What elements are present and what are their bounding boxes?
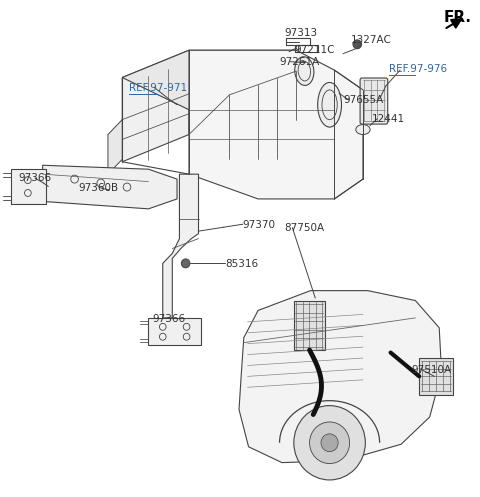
- FancyBboxPatch shape: [360, 78, 388, 124]
- Circle shape: [159, 333, 166, 340]
- Circle shape: [183, 324, 190, 331]
- Circle shape: [181, 259, 190, 268]
- Text: 97360B: 97360B: [78, 183, 118, 193]
- Text: REF.97-976: REF.97-976: [389, 64, 447, 74]
- Text: 97313: 97313: [284, 28, 317, 38]
- Circle shape: [294, 406, 365, 480]
- Circle shape: [353, 40, 361, 49]
- Text: 1327AC: 1327AC: [351, 35, 392, 45]
- Text: 97655A: 97655A: [343, 95, 383, 105]
- Ellipse shape: [295, 57, 314, 85]
- Polygon shape: [189, 50, 363, 199]
- Text: FR.: FR.: [444, 10, 472, 25]
- Text: 97261A: 97261A: [279, 57, 320, 67]
- Text: 87750A: 87750A: [284, 223, 324, 233]
- Polygon shape: [148, 318, 201, 345]
- Polygon shape: [163, 174, 199, 318]
- Text: 97366: 97366: [19, 173, 52, 183]
- Text: 85316: 85316: [226, 259, 259, 269]
- Polygon shape: [419, 357, 453, 395]
- Polygon shape: [43, 165, 177, 209]
- Circle shape: [183, 333, 190, 340]
- Text: REF.97-971: REF.97-971: [130, 83, 188, 93]
- Circle shape: [159, 324, 166, 331]
- Ellipse shape: [356, 125, 370, 135]
- Polygon shape: [294, 301, 325, 350]
- Polygon shape: [11, 169, 46, 204]
- Circle shape: [310, 422, 349, 464]
- Polygon shape: [122, 50, 189, 162]
- Text: 97211C: 97211C: [295, 45, 336, 55]
- Text: 97370: 97370: [243, 220, 276, 230]
- Text: 97366: 97366: [152, 314, 185, 324]
- Polygon shape: [239, 291, 442, 463]
- Polygon shape: [108, 120, 122, 174]
- Circle shape: [321, 434, 338, 452]
- Text: 97510A: 97510A: [411, 365, 452, 375]
- Polygon shape: [122, 50, 296, 110]
- Text: 12441: 12441: [372, 114, 405, 124]
- Ellipse shape: [318, 83, 341, 127]
